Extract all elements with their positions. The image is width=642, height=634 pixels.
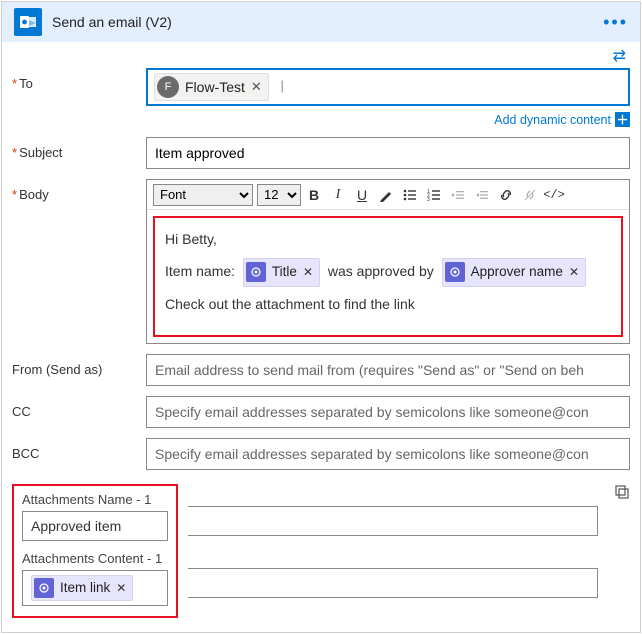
size-select[interactable]: 12 <box>257 184 301 206</box>
body-line3: Check out the attachment to find the lin… <box>165 293 611 317</box>
code-view-button[interactable]: </> <box>543 184 565 206</box>
remove-token-icon[interactable]: ✕ <box>303 262 313 282</box>
outdent-button[interactable] <box>447 184 469 206</box>
attachment-content-input[interactable]: Item link ✕ <box>22 570 168 606</box>
to-label: *To <box>12 68 146 91</box>
plus-icon: ＋ <box>615 112 630 127</box>
token-title[interactable]: Title ✕ <box>243 258 320 287</box>
body-line2: Item name: Title ✕ was approved by <box>165 258 611 287</box>
font-select[interactable]: Font <box>153 184 253 206</box>
recipient-name: Flow-Test <box>185 79 245 95</box>
token-approver[interactable]: Approver name ✕ <box>442 258 586 287</box>
attachment-content-ext[interactable] <box>188 568 598 598</box>
attachments-section: Attachments Name - 1 Approved item Attac… <box>12 484 178 618</box>
swap-icon[interactable]: ⇄ <box>613 46 626 66</box>
subject-text[interactable] <box>155 145 621 161</box>
avatar: F <box>157 76 179 98</box>
card-title: Send an email (V2) <box>52 14 603 30</box>
token-icon <box>445 262 465 282</box>
add-dynamic-content-link[interactable]: Add dynamic content ＋ <box>146 112 630 127</box>
remove-token-icon[interactable]: ✕ <box>116 581 126 595</box>
cc-label: CC <box>12 396 146 419</box>
from-label: From (Send as) <box>12 354 146 377</box>
remove-recipient-icon[interactable]: ✕ <box>251 79 262 95</box>
outlook-icon <box>14 8 42 36</box>
copy-item-button[interactable] <box>598 484 630 504</box>
remove-token-icon[interactable]: ✕ <box>569 262 579 282</box>
underline-button[interactable]: U <box>351 184 373 206</box>
body-editor: Font 12 B I U 123 <box>146 179 630 344</box>
token-icon <box>246 262 266 282</box>
from-text[interactable] <box>155 362 621 378</box>
token-icon <box>34 578 54 598</box>
indent-button[interactable] <box>471 184 493 206</box>
card-header: Send an email (V2) ••• <box>2 2 640 42</box>
card-menu-button[interactable]: ••• <box>603 12 628 33</box>
body-content[interactable]: Hi Betty, Item name: Title ✕ was approve… <box>153 216 623 337</box>
cc-input[interactable] <box>146 396 630 428</box>
highlight-button[interactable] <box>375 184 397 206</box>
token-itemlink[interactable]: Item link ✕ <box>31 575 133 601</box>
to-input[interactable]: F Flow-Test ✕ | <box>146 68 630 106</box>
cc-text[interactable] <box>155 404 621 420</box>
from-input[interactable] <box>146 354 630 386</box>
editor-toolbar: Font 12 B I U 123 <box>147 180 629 210</box>
attachment-name-ext[interactable] <box>188 506 598 536</box>
subject-input[interactable] <box>146 137 630 169</box>
bcc-label: BCC <box>12 438 146 461</box>
cc-row: CC <box>12 396 630 428</box>
subject-row: *Subject <box>12 137 630 169</box>
italic-button[interactable]: I <box>327 184 349 206</box>
unlink-button[interactable] <box>519 184 541 206</box>
subject-label: *Subject <box>12 137 146 160</box>
body-label: *Body <box>12 179 146 202</box>
numbering-button[interactable]: 123 <box>423 184 445 206</box>
attachment-name-label: Attachments Name - 1 <box>22 492 168 507</box>
attachment-content-label: Attachments Content - 1 <box>22 551 168 566</box>
link-button[interactable] <box>495 184 517 206</box>
bcc-text[interactable] <box>155 446 621 462</box>
body-line1: Hi Betty, <box>165 228 611 252</box>
recipient-chip[interactable]: F Flow-Test ✕ <box>154 73 269 101</box>
email-action-card: Send an email (V2) ••• ⇄ *To F Flow-Test… <box>1 1 641 633</box>
attachment-name-input[interactable]: Approved item <box>22 511 168 541</box>
bcc-row: BCC <box>12 438 630 470</box>
from-row: From (Send as) <box>12 354 630 386</box>
svg-text:3: 3 <box>427 197 430 202</box>
bold-button[interactable]: B <box>303 184 325 206</box>
bcc-input[interactable] <box>146 438 630 470</box>
bullets-button[interactable] <box>399 184 421 206</box>
to-row: *To F Flow-Test ✕ | Add dynamic content … <box>12 68 630 127</box>
body-row: *Body Font 12 B I U <box>12 179 630 344</box>
